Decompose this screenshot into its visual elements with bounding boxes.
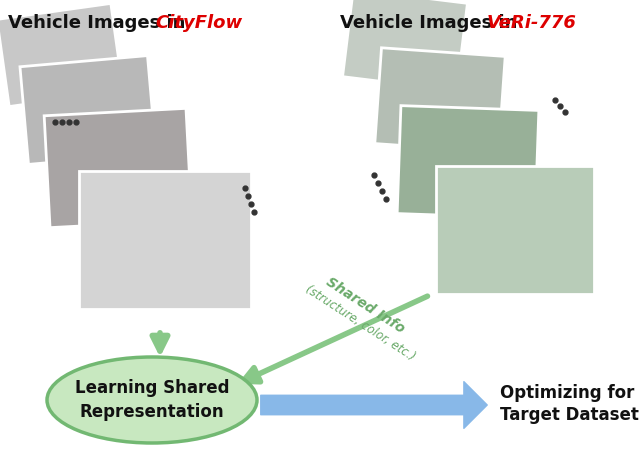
Bar (342, 0, 467, 90)
Bar (0, 3, 123, 106)
Text: Optimizing for the: Optimizing for the (500, 384, 640, 402)
Bar (44, 108, 192, 228)
Text: Vehicle Images in: Vehicle Images in (8, 14, 191, 32)
Text: Target Dataset: Target Dataset (500, 406, 639, 424)
Text: (structure, color, etc.): (structure, color, etc.) (303, 282, 417, 363)
Ellipse shape (47, 357, 257, 443)
Text: Representation: Representation (80, 403, 224, 421)
Bar (436, 166, 594, 294)
Text: Learning Shared: Learning Shared (75, 379, 229, 397)
Text: VeRi-776: VeRi-776 (487, 14, 577, 32)
Text: Vehicle Images in: Vehicle Images in (340, 14, 524, 32)
Bar (375, 48, 505, 152)
Text: Shared Info: Shared Info (323, 274, 407, 335)
Bar (79, 171, 251, 309)
Bar (20, 56, 156, 165)
Bar (397, 106, 539, 218)
Text: CityFlow: CityFlow (155, 14, 242, 32)
